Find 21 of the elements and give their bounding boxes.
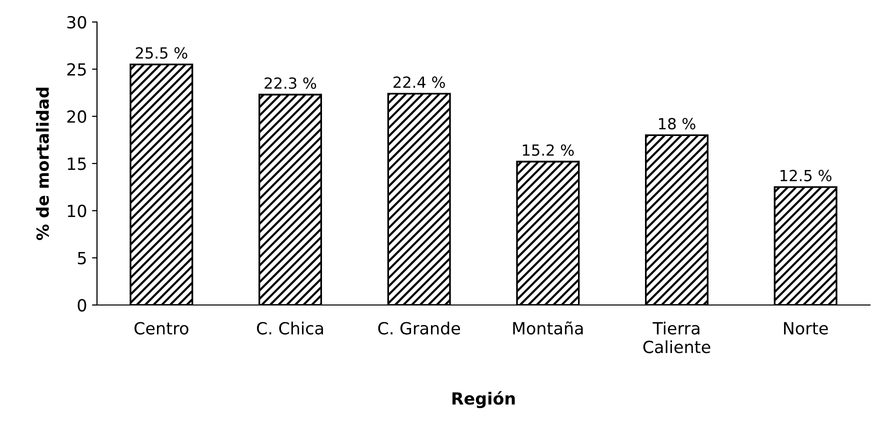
y-tick-label: 5	[78, 252, 86, 264]
y-axis-title: % de mortalidad	[36, 88, 49, 240]
x-tick-label: Centro	[134, 322, 188, 335]
y-tick-label: 15	[68, 158, 86, 170]
data-label: 15.2 %	[522, 144, 574, 156]
y-tick-label: 10	[68, 204, 86, 218]
data-label: 18 %	[659, 118, 696, 130]
y-tick-label: 30	[67, 16, 86, 29]
x-tick-label: C. Grande	[378, 322, 460, 335]
x-tick-label: Tierra Caliente	[643, 322, 710, 354]
data-label: 22.4 %	[394, 76, 445, 88]
data-label: 22.3 %	[264, 77, 316, 89]
x-axis-title: Región	[452, 391, 515, 408]
y-tick-label: 25	[67, 63, 86, 76]
data-label: 12.5 %	[780, 170, 832, 182]
x-tick-label: C. Chica	[256, 322, 323, 335]
x-tick-label: Montaña	[513, 321, 583, 335]
x-tick-label: Norte	[784, 322, 828, 335]
y-tick-label: 0	[78, 298, 86, 312]
y-tick-label: 20	[67, 110, 86, 123]
data-label: 25.5 %	[136, 47, 188, 59]
